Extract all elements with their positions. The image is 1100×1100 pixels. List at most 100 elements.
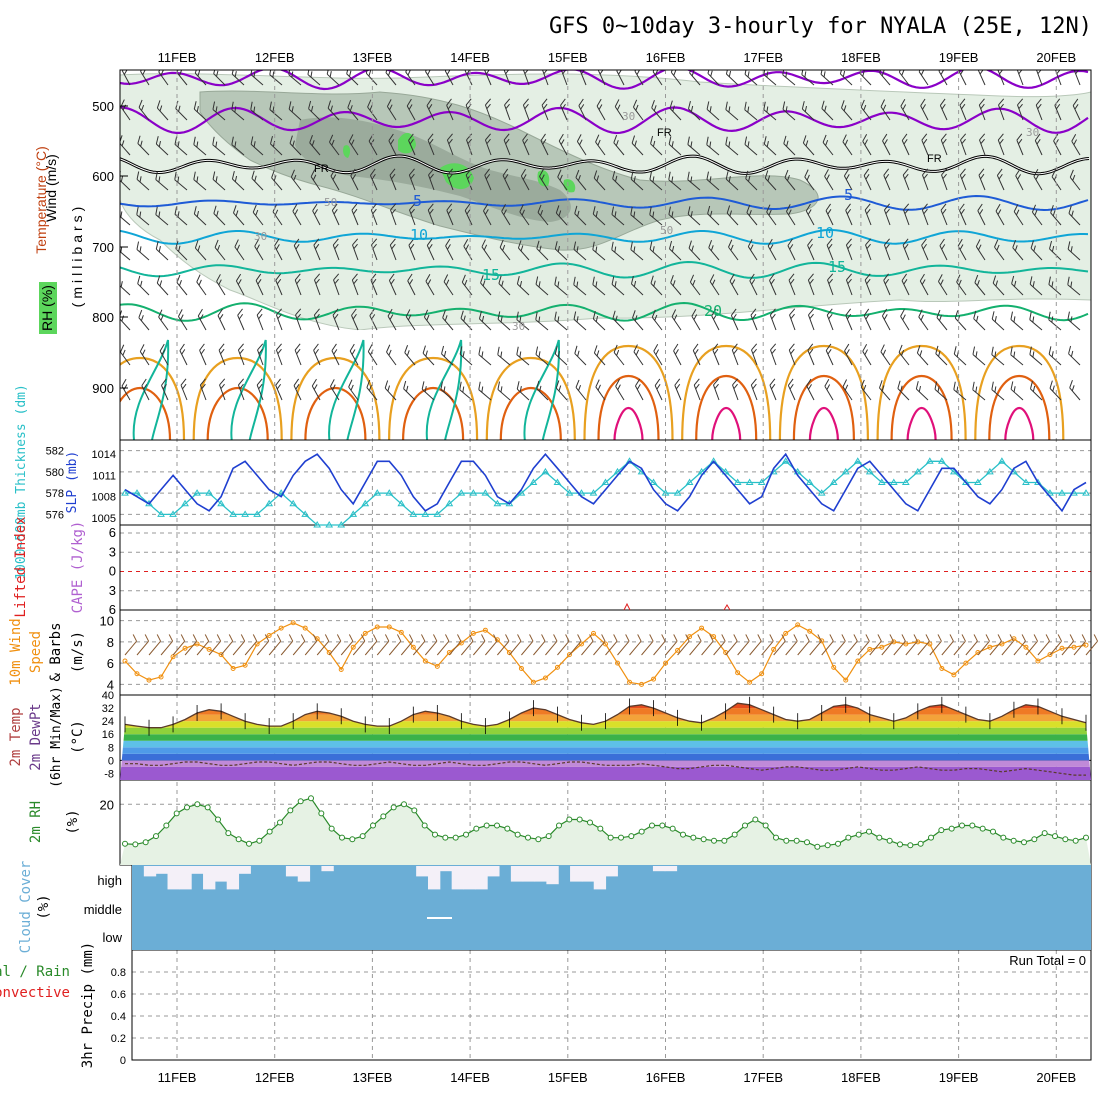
cloud-high-bar bbox=[285, 866, 299, 877]
li-spike-2 bbox=[723, 604, 731, 611]
wind-speed-point bbox=[254, 641, 260, 647]
wind-barb bbox=[674, 378, 682, 401]
wind-barb bbox=[141, 378, 150, 401]
wind-barb bbox=[845, 238, 853, 261]
wind-barb bbox=[1029, 346, 1043, 366]
wind-barb bbox=[348, 379, 359, 401]
wind-speed-point bbox=[603, 641, 608, 647]
cloud-high-bar bbox=[297, 866, 311, 882]
thickness-point bbox=[733, 478, 742, 485]
surface-wind-barb bbox=[917, 634, 930, 656]
rh-point bbox=[773, 834, 779, 841]
wind-barb bbox=[194, 70, 207, 86]
label-2m-dewpt: 2m DewPt bbox=[28, 703, 44, 770]
temp-contour-10 bbox=[120, 229, 1089, 245]
low-level-temp-contour bbox=[988, 374, 1051, 440]
wind-barb bbox=[1068, 345, 1081, 366]
rh-point bbox=[824, 842, 831, 849]
wind-barb bbox=[751, 343, 758, 366]
wind-barb bbox=[744, 101, 758, 121]
temp-band bbox=[120, 734, 1091, 741]
thickness-point bbox=[709, 457, 718, 464]
surface-wind-barb bbox=[220, 634, 234, 656]
wind-barb bbox=[651, 100, 663, 121]
thickness-point bbox=[421, 510, 430, 517]
wind-barb bbox=[706, 101, 720, 121]
freezing-line-inner bbox=[120, 155, 1090, 175]
rh-point bbox=[607, 834, 614, 841]
wind-barb bbox=[940, 133, 948, 156]
wind-barb bbox=[522, 70, 530, 86]
wind-barb bbox=[270, 135, 283, 156]
wind-barb bbox=[213, 70, 226, 86]
wind-barb bbox=[974, 274, 986, 296]
wind-barb bbox=[120, 276, 131, 296]
wind-barb bbox=[671, 309, 682, 331]
wind-barb bbox=[789, 308, 796, 331]
wind-barb bbox=[574, 205, 587, 226]
pressure-tick: 600 bbox=[92, 169, 114, 184]
thickness-point bbox=[865, 467, 874, 475]
thickness-point bbox=[409, 510, 418, 517]
thickness-point bbox=[325, 521, 334, 528]
wind-barb bbox=[250, 70, 264, 86]
wind-barb bbox=[953, 381, 967, 401]
thickness-point bbox=[937, 457, 946, 464]
wind-barb bbox=[137, 135, 150, 156]
wind-barb bbox=[992, 275, 1005, 296]
wind-barb bbox=[708, 239, 720, 261]
wind-speed-point bbox=[374, 624, 380, 630]
thickness-point bbox=[877, 478, 886, 485]
wind-barb bbox=[250, 136, 264, 156]
rh-point bbox=[597, 825, 604, 832]
wind-barb bbox=[997, 133, 1005, 156]
surface-wind-barb bbox=[244, 634, 258, 656]
thickness-point bbox=[745, 478, 754, 485]
rh-point bbox=[308, 795, 314, 802]
wind-barb bbox=[802, 135, 815, 156]
rh30-label-2: 30 bbox=[1026, 126, 1039, 139]
rh-point bbox=[628, 833, 635, 840]
t20-label: 20 bbox=[704, 302, 722, 320]
dewpoint-line bbox=[125, 761, 1086, 776]
wind-barb bbox=[293, 238, 302, 261]
wind-barb bbox=[593, 345, 606, 366]
wind-barb bbox=[503, 133, 511, 156]
surface-wind-barb bbox=[448, 634, 462, 656]
cloud-high-bar bbox=[238, 866, 251, 874]
wind-barb bbox=[385, 70, 397, 86]
wind-barb bbox=[687, 171, 701, 191]
wind-barb bbox=[842, 379, 853, 401]
wind-barb bbox=[481, 239, 492, 261]
wind-barb bbox=[578, 98, 587, 121]
wind-barb bbox=[174, 171, 188, 191]
wind-speed-point bbox=[927, 641, 933, 647]
wind-barb bbox=[388, 273, 397, 296]
wind-barb bbox=[921, 203, 929, 226]
wind-barb bbox=[991, 311, 1005, 331]
wind-barb bbox=[199, 343, 207, 366]
surface-wind-barb bbox=[749, 634, 762, 656]
cloud-high-bar bbox=[167, 866, 180, 890]
wind-barb bbox=[257, 343, 264, 366]
surface-wind-barb bbox=[124, 634, 138, 656]
rh-point bbox=[525, 834, 531, 841]
rh-point bbox=[204, 804, 211, 811]
thickness-point bbox=[757, 478, 766, 485]
rh-point bbox=[328, 825, 335, 832]
cloud-high-bar bbox=[321, 866, 334, 872]
wind-barb bbox=[744, 136, 758, 156]
wind-barb bbox=[688, 240, 701, 261]
thickness-point bbox=[577, 489, 586, 496]
wind-barb bbox=[749, 273, 758, 296]
rh-tick: 20 bbox=[100, 797, 114, 812]
cloud-high-bar bbox=[534, 866, 547, 882]
wind-speed-point bbox=[422, 658, 428, 664]
wind-barb bbox=[310, 169, 321, 191]
surface-wind-barb bbox=[737, 634, 750, 656]
wind-speed-point bbox=[795, 622, 801, 628]
wind-barb bbox=[386, 99, 397, 121]
wind-barb bbox=[938, 274, 948, 296]
wind-barb bbox=[1036, 70, 1043, 86]
wind-barb bbox=[998, 98, 1005, 121]
